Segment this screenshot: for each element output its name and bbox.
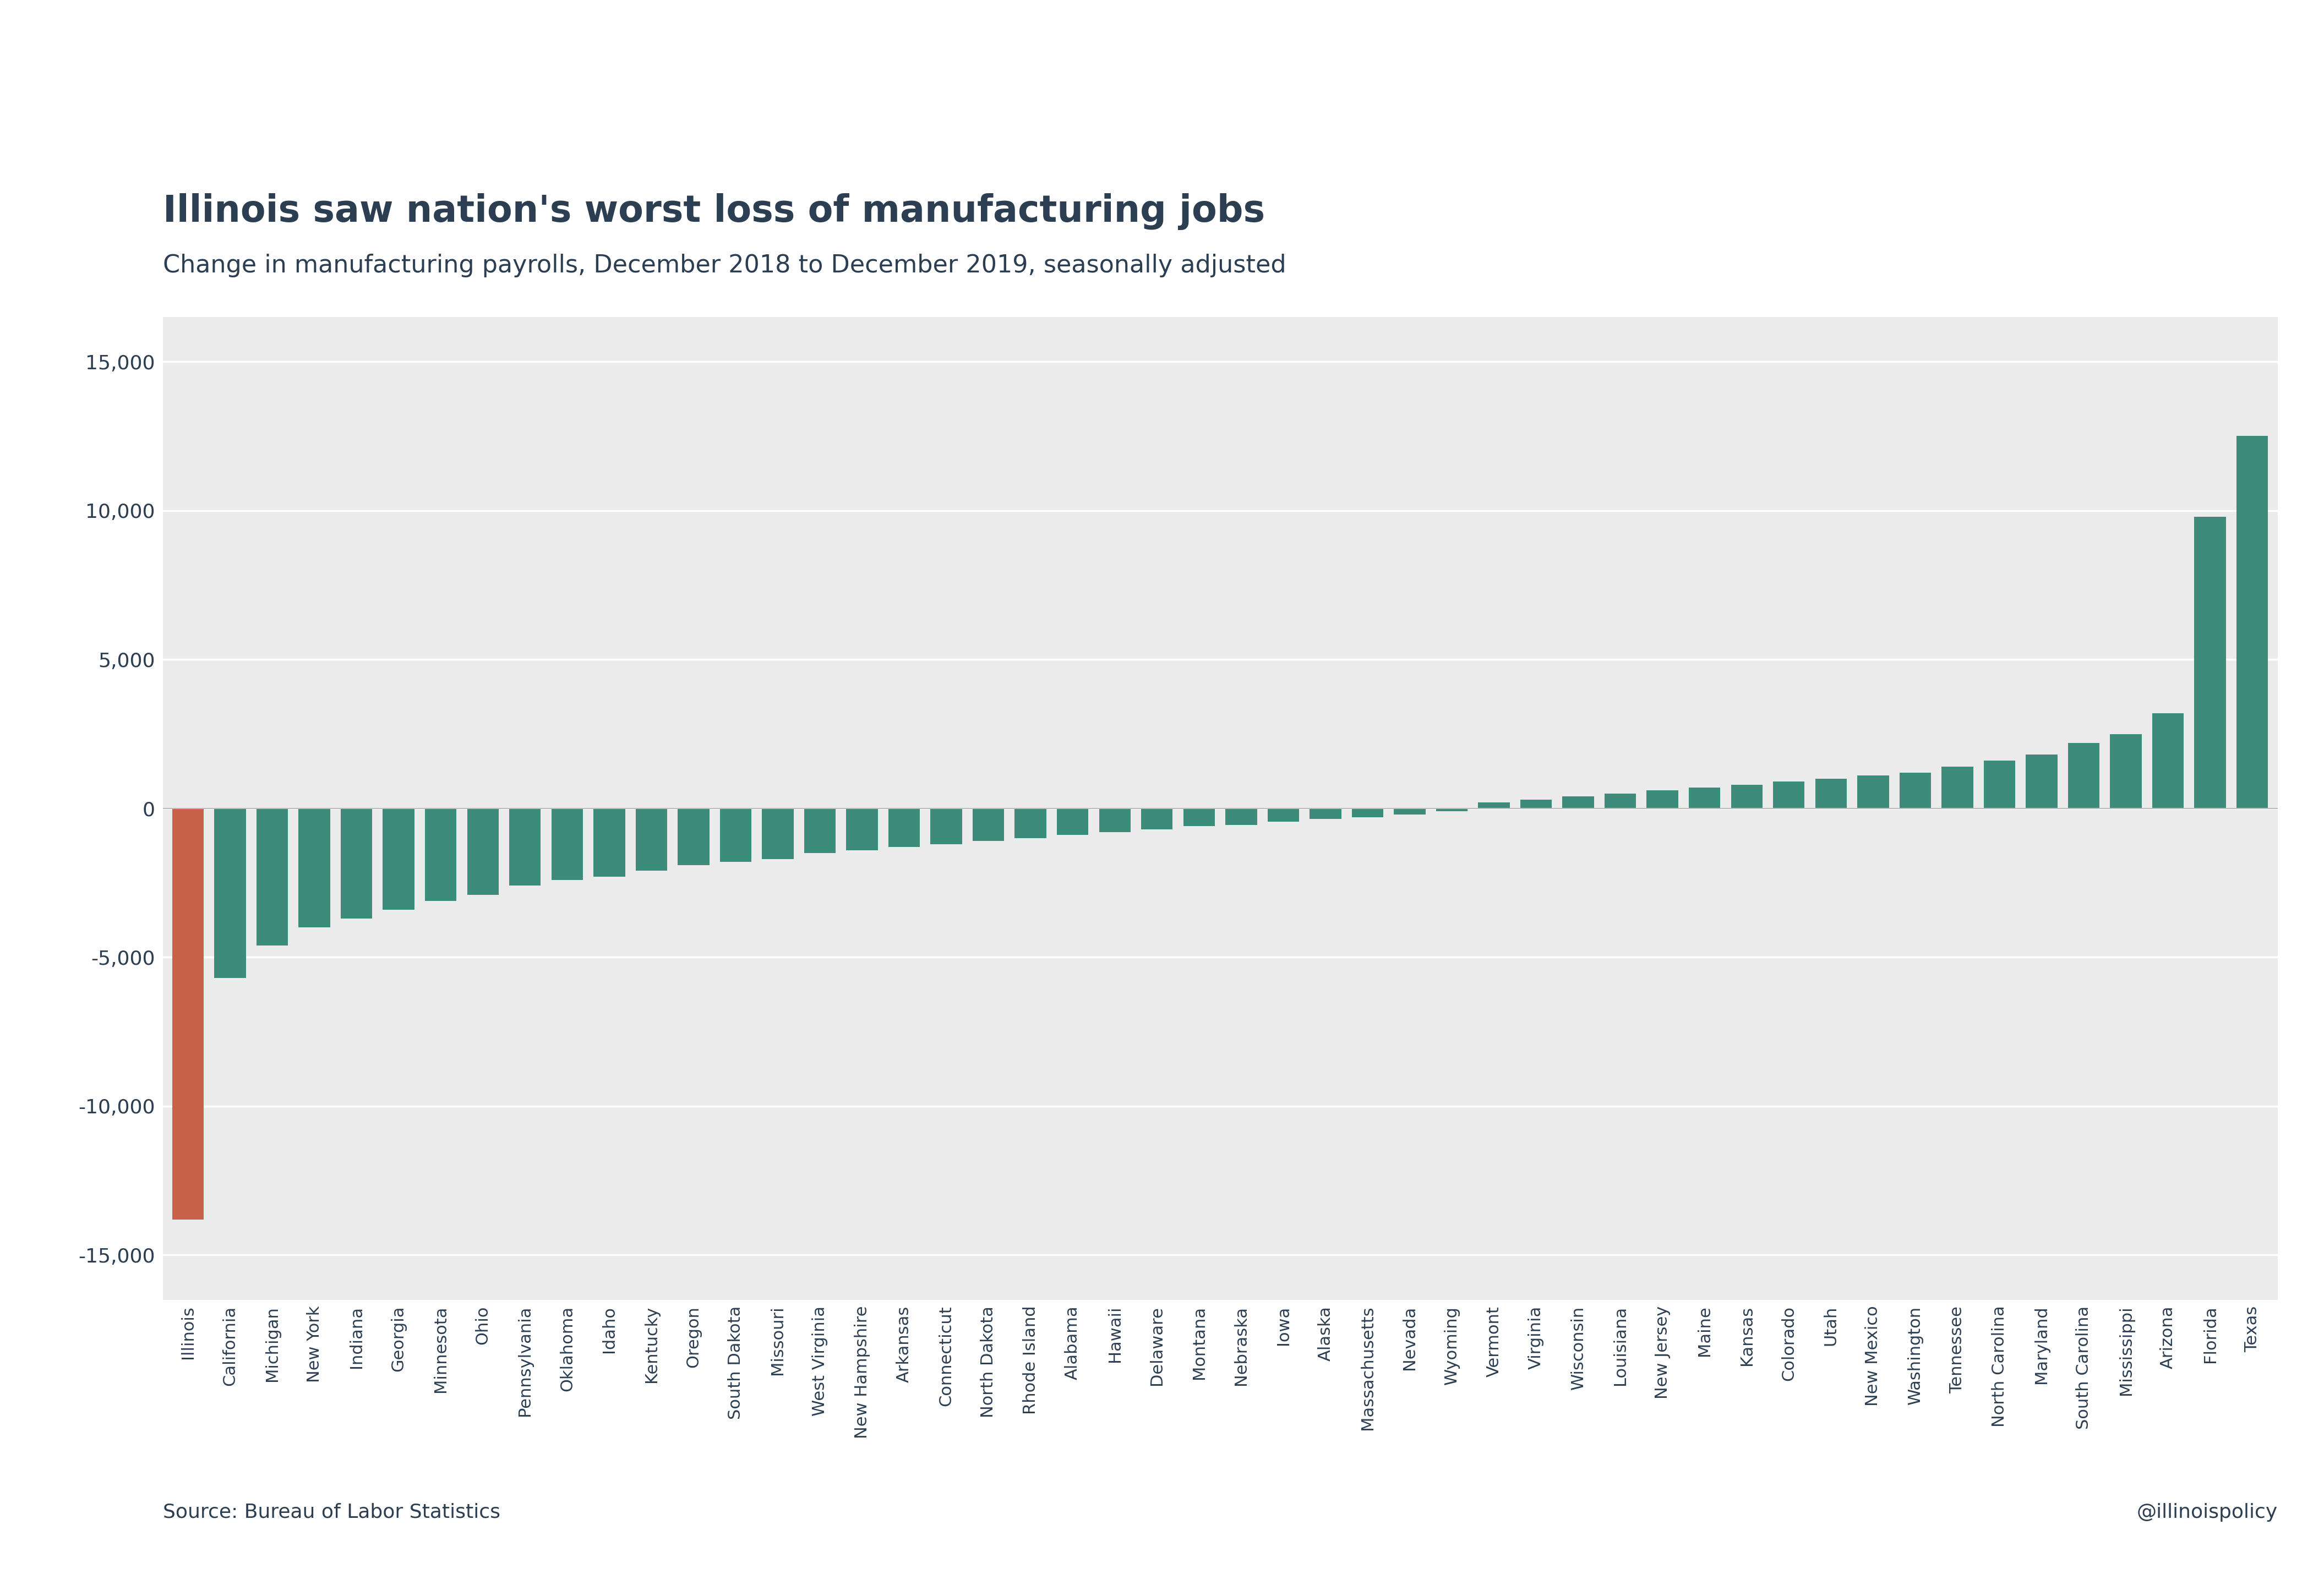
Bar xyxy=(1648,791,1678,808)
Text: Illinois saw nation's worst loss of manufacturing jobs: Illinois saw nation's worst loss of manu… xyxy=(163,193,1264,230)
Bar xyxy=(1941,767,1973,808)
Bar xyxy=(593,808,625,877)
Bar xyxy=(804,808,837,853)
Bar xyxy=(1141,808,1174,829)
Bar xyxy=(1225,808,1257,824)
Bar xyxy=(2068,743,2099,808)
Bar xyxy=(1183,808,1215,826)
Bar xyxy=(2027,754,2057,808)
Bar xyxy=(1731,785,1762,808)
Bar xyxy=(297,808,330,927)
Bar xyxy=(1478,802,1511,808)
Bar xyxy=(1690,788,1720,808)
Bar xyxy=(2110,734,2143,808)
Bar xyxy=(1815,778,1848,808)
Bar xyxy=(383,808,414,910)
Bar xyxy=(172,808,205,1219)
Bar xyxy=(634,808,667,870)
Bar xyxy=(1899,772,1931,808)
Bar xyxy=(2236,436,2268,808)
Bar xyxy=(551,808,583,880)
Bar xyxy=(1311,808,1341,819)
Bar xyxy=(1353,808,1383,818)
Bar xyxy=(256,808,288,945)
Bar xyxy=(1857,775,1889,808)
Bar xyxy=(342,808,372,919)
Text: Change in manufacturing payrolls, December 2018 to December 2019, seasonally adj: Change in manufacturing payrolls, Decemb… xyxy=(163,254,1285,277)
Bar xyxy=(1604,794,1636,808)
Bar xyxy=(888,808,920,846)
Bar xyxy=(1985,761,2015,808)
Bar xyxy=(1394,808,1425,815)
Text: Source: Bureau of Labor Statistics: Source: Bureau of Labor Statistics xyxy=(163,1503,500,1522)
Bar xyxy=(846,808,878,850)
Bar xyxy=(1057,808,1088,835)
Bar xyxy=(1520,799,1552,808)
Bar xyxy=(720,808,751,862)
Bar xyxy=(930,808,962,845)
Bar xyxy=(2194,517,2226,808)
Bar xyxy=(1436,808,1466,812)
Bar xyxy=(1267,808,1299,821)
Bar xyxy=(1773,781,1806,808)
Bar xyxy=(425,808,456,900)
Bar xyxy=(679,808,709,865)
Text: @illinoispolicy: @illinoispolicy xyxy=(2136,1503,2278,1522)
Bar xyxy=(1562,796,1594,808)
Bar xyxy=(1016,808,1046,838)
Bar xyxy=(467,808,500,894)
Bar xyxy=(974,808,1004,842)
Bar xyxy=(762,808,792,859)
Bar xyxy=(1099,808,1129,832)
Bar xyxy=(509,808,541,886)
Bar xyxy=(2152,713,2185,808)
Bar xyxy=(214,808,246,978)
